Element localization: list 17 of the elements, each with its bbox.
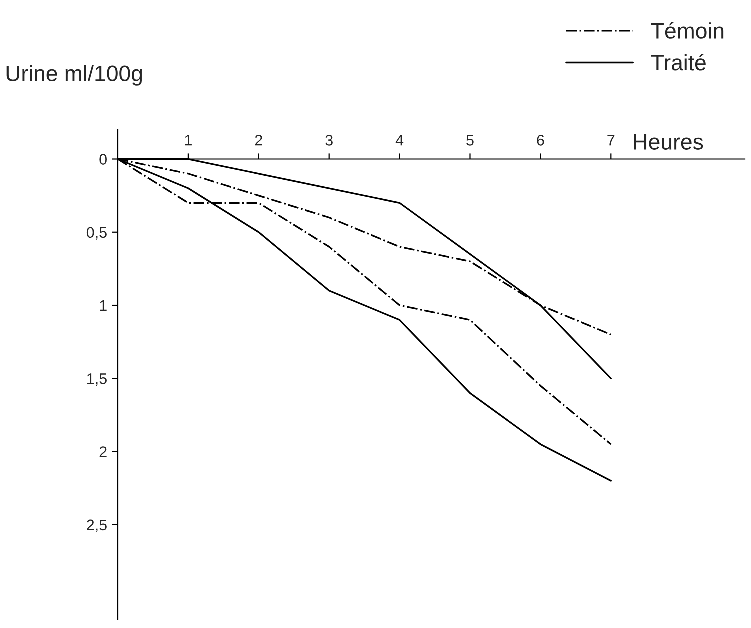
x-tick-label: 1 [185, 135, 192, 146]
x-tick-label: 5 [466, 135, 474, 146]
y-tick-label: 2 [100, 446, 107, 458]
legend-label: Témoin [651, 22, 724, 39]
x-tick-label: 6 [537, 135, 544, 146]
x-tick-label: 4 [396, 135, 404, 146]
y-tick-label: 0,5 [86, 227, 107, 240]
x-tick-label: 7 [608, 135, 615, 146]
x-axis-title: Heures [634, 134, 704, 150]
y-axis-title: Urine ml/100g [6, 65, 142, 86]
y-tick-label: 0 [100, 154, 107, 165]
x-tick-label: 3 [326, 135, 333, 146]
y-tick-label: 1 [100, 300, 107, 312]
y-tick-label: 1,5 [88, 374, 107, 386]
legend-label: Traité [651, 54, 706, 71]
x-tick-label: 2 [255, 135, 262, 146]
y-tick-label: 2,5 [87, 520, 107, 532]
